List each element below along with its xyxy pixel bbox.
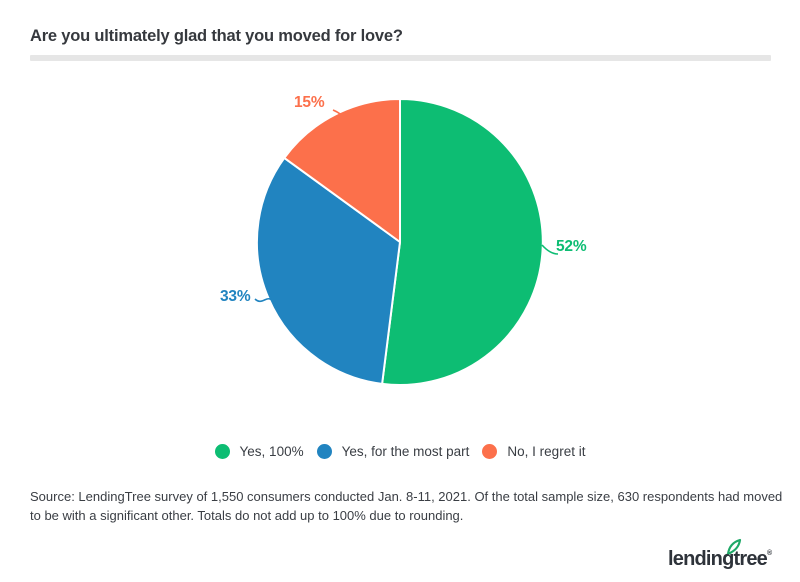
registered-mark: ® bbox=[767, 550, 773, 557]
leader-line-52 bbox=[541, 244, 559, 255]
legend: Yes, 100% Yes, for the most part No, I r… bbox=[0, 444, 800, 459]
legend-label: Yes, 100% bbox=[239, 444, 304, 459]
source-line-2: to be with a significant other. Totals d… bbox=[30, 508, 464, 523]
title-divider bbox=[30, 55, 771, 61]
source-note: Source: LendingTree survey of 1,550 cons… bbox=[30, 487, 790, 525]
slice-value-label-15: 15% bbox=[294, 94, 325, 111]
legend-item-no-regret[interactable]: No, I regret it bbox=[482, 444, 585, 459]
slice-value-label-33: 33% bbox=[220, 288, 251, 305]
legend-item-yes-most-part[interactable]: Yes, for the most part bbox=[316, 444, 470, 459]
pie-slice-no-regret[interactable] bbox=[283, 98, 401, 243]
leader-line-15 bbox=[332, 109, 350, 125]
pie-chart bbox=[254, 98, 559, 386]
legend-label: Yes, for the most part bbox=[341, 444, 470, 459]
chart-title: Are you ultimately glad that you moved f… bbox=[30, 27, 403, 45]
leader-line-33 bbox=[254, 297, 279, 305]
lendingtree-logo: lendingtree® bbox=[668, 538, 788, 575]
pie-chart-area: 52% 33% 15% bbox=[215, 85, 620, 400]
source-line-1: Source: LendingTree survey of 1,550 cons… bbox=[30, 489, 783, 504]
slice-value-label-52: 52% bbox=[556, 238, 587, 255]
legend-label: No, I regret it bbox=[507, 444, 586, 459]
legend-item-yes-100[interactable]: Yes, 100% bbox=[214, 444, 304, 459]
leaf-icon bbox=[724, 538, 742, 557]
legend-swatch-blue-icon bbox=[316, 444, 332, 459]
legend-swatch-green-icon bbox=[214, 444, 230, 459]
pie-slice-yes-100[interactable] bbox=[381, 98, 544, 386]
legend-swatch-orange-icon bbox=[482, 444, 498, 459]
logo-wordmark: lendingtree® bbox=[668, 548, 773, 570]
